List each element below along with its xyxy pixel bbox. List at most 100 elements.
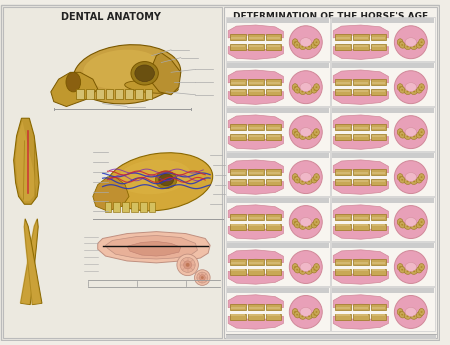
Bar: [267, 127, 280, 129]
Polygon shape: [16, 121, 36, 201]
Bar: [227, 288, 329, 293]
Ellipse shape: [300, 128, 311, 137]
Polygon shape: [228, 271, 284, 284]
Bar: [354, 172, 368, 174]
Ellipse shape: [406, 270, 409, 272]
Bar: [371, 79, 386, 86]
Ellipse shape: [306, 44, 312, 50]
Ellipse shape: [405, 128, 417, 137]
Ellipse shape: [399, 87, 405, 93]
Bar: [353, 314, 369, 320]
Bar: [226, 62, 330, 106]
Bar: [248, 304, 264, 310]
Text: DETERMINATION OF THE HORSE'S AGE: DETERMINATION OF THE HORSE'S AGE: [233, 12, 428, 21]
Circle shape: [177, 254, 198, 276]
Polygon shape: [228, 205, 284, 218]
Bar: [331, 152, 436, 196]
Ellipse shape: [314, 134, 315, 136]
Bar: [227, 198, 329, 203]
Ellipse shape: [311, 177, 318, 183]
Bar: [266, 124, 281, 130]
Ellipse shape: [416, 177, 423, 183]
Ellipse shape: [292, 84, 298, 91]
Bar: [332, 18, 434, 23]
Bar: [332, 63, 434, 68]
Bar: [354, 269, 368, 272]
Bar: [227, 18, 329, 23]
Ellipse shape: [294, 176, 296, 178]
Bar: [248, 269, 264, 275]
Ellipse shape: [413, 46, 415, 47]
Ellipse shape: [418, 174, 424, 180]
Bar: [230, 34, 246, 40]
Ellipse shape: [300, 263, 311, 272]
Bar: [230, 45, 246, 50]
Bar: [3, 7, 222, 338]
Ellipse shape: [314, 269, 315, 270]
Ellipse shape: [401, 269, 403, 270]
Ellipse shape: [421, 86, 423, 88]
Bar: [230, 134, 246, 140]
Ellipse shape: [294, 177, 300, 183]
Bar: [354, 314, 368, 316]
Bar: [353, 79, 369, 86]
Ellipse shape: [399, 176, 401, 178]
Ellipse shape: [405, 38, 417, 47]
Ellipse shape: [302, 91, 303, 92]
Ellipse shape: [311, 312, 318, 318]
Ellipse shape: [411, 224, 418, 229]
Ellipse shape: [294, 87, 300, 93]
Ellipse shape: [421, 41, 423, 43]
Ellipse shape: [292, 219, 298, 226]
Ellipse shape: [300, 38, 311, 47]
Circle shape: [394, 161, 428, 194]
Ellipse shape: [311, 221, 318, 228]
Polygon shape: [333, 160, 388, 173]
Ellipse shape: [401, 134, 403, 136]
Ellipse shape: [314, 44, 315, 46]
Bar: [372, 269, 385, 272]
Bar: [266, 179, 281, 185]
Circle shape: [180, 257, 195, 273]
Ellipse shape: [308, 316, 310, 317]
Ellipse shape: [300, 83, 311, 92]
Bar: [336, 259, 351, 265]
Ellipse shape: [397, 84, 403, 91]
Ellipse shape: [294, 131, 296, 133]
Ellipse shape: [399, 312, 405, 318]
Bar: [336, 89, 351, 95]
Ellipse shape: [418, 44, 420, 46]
Ellipse shape: [294, 312, 300, 318]
Bar: [354, 307, 368, 309]
Circle shape: [394, 296, 428, 328]
Ellipse shape: [294, 266, 300, 273]
Polygon shape: [228, 70, 284, 83]
Ellipse shape: [315, 131, 317, 133]
Bar: [372, 262, 385, 264]
Polygon shape: [152, 53, 181, 95]
Ellipse shape: [314, 308, 320, 315]
Ellipse shape: [315, 311, 317, 313]
Circle shape: [186, 263, 189, 267]
Ellipse shape: [294, 221, 296, 223]
Ellipse shape: [106, 153, 213, 211]
Bar: [249, 307, 262, 309]
Polygon shape: [23, 219, 41, 305]
Bar: [336, 269, 351, 275]
Bar: [230, 314, 246, 320]
Ellipse shape: [399, 266, 401, 268]
Circle shape: [289, 296, 322, 328]
Bar: [227, 243, 329, 248]
Ellipse shape: [314, 219, 320, 226]
Bar: [332, 288, 434, 293]
Bar: [336, 134, 351, 140]
Polygon shape: [228, 91, 284, 104]
Ellipse shape: [406, 136, 409, 137]
Ellipse shape: [296, 44, 298, 46]
Bar: [230, 269, 246, 275]
Bar: [249, 217, 262, 219]
Ellipse shape: [406, 226, 409, 227]
Bar: [230, 79, 246, 86]
Bar: [227, 63, 329, 68]
Bar: [230, 169, 246, 175]
